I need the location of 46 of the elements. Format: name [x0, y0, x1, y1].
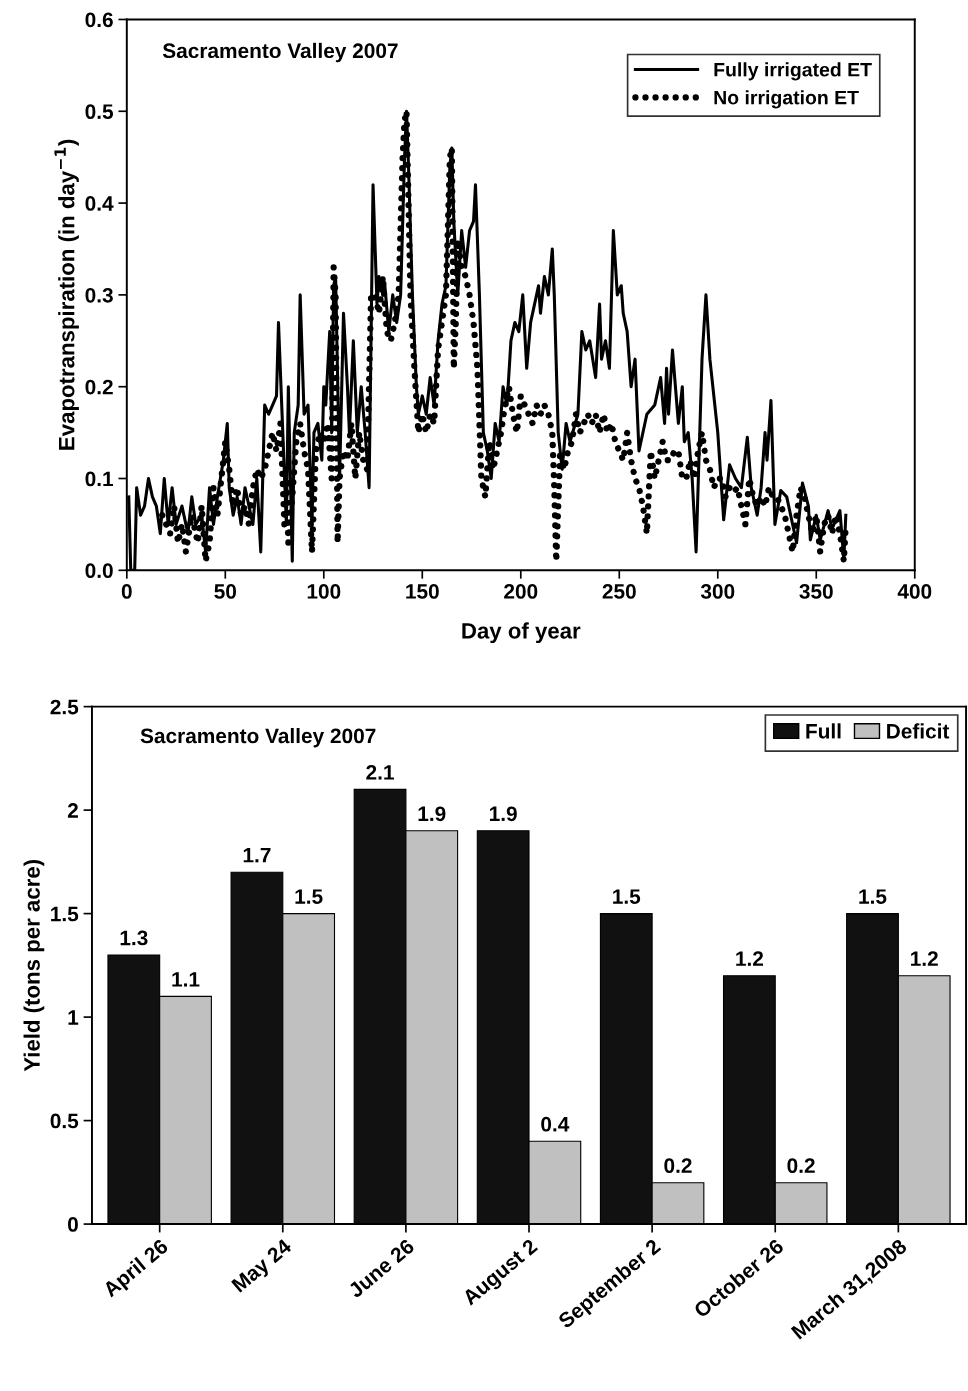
data-label: 1.3	[120, 930, 148, 946]
y-tick-label: 0.5	[50, 1113, 79, 1129]
y-tick-label: 2	[67, 803, 78, 818]
data-label: 0.4	[541, 1116, 570, 1132]
x-tick-label: 250	[602, 584, 636, 599]
x-tick-label: 200	[504, 584, 538, 599]
y-tick-label: 0.4	[85, 196, 114, 211]
x-tick-label: 300	[700, 584, 735, 599]
x-axis-title: Day of year	[462, 622, 581, 644]
data-label: 1.5	[613, 889, 641, 904]
data-label: 0.2	[664, 1158, 692, 1174]
legend-label: Full	[806, 723, 841, 739]
data-label: 1.2	[736, 951, 764, 966]
text: Sacramento Valley 2007	[162, 42, 398, 63]
y-tick-label: 0.1	[85, 471, 114, 487]
x-tick-label: 400	[897, 584, 932, 599]
y-tick-label: 0.6	[85, 12, 113, 28]
legend-label: Deficit	[887, 723, 950, 739]
x-tick-label: 150	[406, 584, 439, 599]
y-tick-label: 0.0	[85, 563, 113, 579]
data-label: 1.7	[243, 848, 271, 863]
data-label: 1.9	[489, 806, 517, 822]
data-label: 0.2	[787, 1158, 815, 1174]
y-tick-label: 1.5	[51, 906, 79, 922]
y-tick-label: 0.2	[85, 379, 113, 395]
data-label: 2.1	[366, 764, 394, 780]
text: Sacramento Valley 2007	[140, 727, 376, 748]
y-tick-label: 0	[68, 1217, 78, 1232]
data-label: 1.5	[859, 889, 887, 904]
legend-label: No irrigation ET	[714, 90, 859, 109]
x-tick-label: 50	[214, 584, 237, 599]
x-tick-label: 100	[307, 584, 341, 599]
data-label: 1.5	[295, 889, 323, 904]
x-tick-label: 0	[121, 584, 132, 599]
y-tick-label: 0.5	[85, 104, 114, 120]
y-tick-label: 0.3	[85, 287, 113, 303]
y-axis-title: Yield (tons per acre)	[23, 860, 45, 1072]
data-label: 1.1	[172, 972, 200, 987]
data-label: 1.9	[418, 806, 446, 822]
data-label: 1.2	[911, 951, 938, 966]
y-tick-label: 1	[68, 1010, 79, 1025]
y-tick-label: 2.5	[50, 699, 79, 715]
legend-label: Fully irrigated ET	[714, 62, 872, 81]
x-tick-label: May 24	[230, 1237, 296, 1296]
y-axis-title: Evapotranspiration (in day$^{−1}$)	[54, 139, 79, 450]
x-tick-label: 350	[799, 584, 833, 599]
